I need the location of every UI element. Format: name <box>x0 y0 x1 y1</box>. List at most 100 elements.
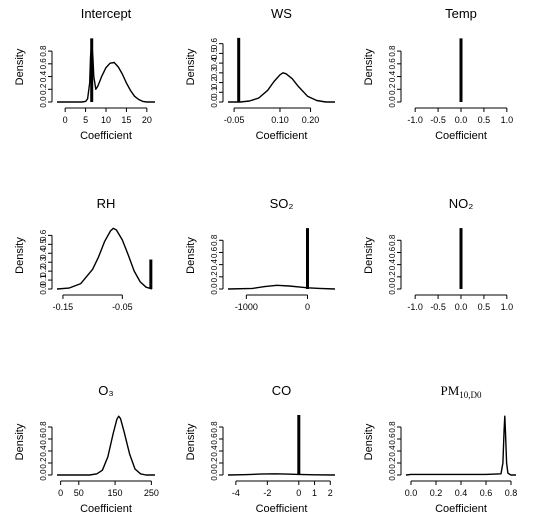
x-axis-label: Coefficient <box>435 130 487 142</box>
x-axis-label: Coefficient <box>80 130 132 142</box>
x-tick-label: 0 <box>63 115 68 125</box>
y-tick-label: 0.0 <box>39 283 48 295</box>
y-tick-label: 0.0 <box>388 283 397 295</box>
x-tick-label: 0.8 <box>505 488 518 498</box>
y-tick-label: 0.4 <box>210 259 219 271</box>
y-tick-label: 0.4 <box>210 57 219 69</box>
x-axis-label: Coefficient <box>80 503 132 515</box>
chart-panel: O₃ 0 50 150 250 0.00.20.40.60.8 Density Coeffic… <box>14 383 159 515</box>
y-axis-label: Density <box>185 237 197 274</box>
y-tick-label: 0.2 <box>388 83 397 95</box>
x-tick-label: 1 <box>312 488 317 498</box>
density-curve <box>227 284 336 290</box>
y-tick-label: 0.6 <box>39 229 48 241</box>
x-tick-label: 150 <box>108 488 123 498</box>
y-tick-label: 0.6 <box>210 38 219 50</box>
chart-panel: CO -4 -2 0 1 2 0.00.20.40.60.8 Density Coefficie… <box>185 383 336 515</box>
x-tick-label: 0 <box>58 488 63 498</box>
chart-panel: RH -0.15 -0.05 0.00.10.20.30.40.50.6 Density <box>14 196 153 312</box>
y-tick-label: 0.6 <box>39 58 48 70</box>
y-tick-label: 0.5 <box>210 47 219 59</box>
panel-title-main: PM <box>440 383 459 398</box>
density-curve <box>228 72 335 103</box>
y-tick-label: 0.8 <box>210 234 219 246</box>
y-tick-label: 0.1 <box>39 274 48 286</box>
x-tick-label: -2 <box>263 488 271 498</box>
chart-panel: Intercept 0 5 10 15 20 0.00.20.40.60.8 Density C… <box>14 6 155 142</box>
y-tick-label: 0.2 <box>210 76 219 88</box>
y-tick-label: 0.8 <box>388 45 397 57</box>
y-tick-label: 0.3 <box>39 256 48 268</box>
density-curve <box>227 473 336 476</box>
y-tick-label: 0.6 <box>388 433 397 445</box>
x-axis-label: Coefficient <box>256 503 308 515</box>
density-curve <box>57 415 155 476</box>
x-tick-label: 0.0 <box>405 488 418 498</box>
y-tick-label: 0.0 <box>210 469 219 481</box>
x-tick-label: 0.10 <box>271 115 289 125</box>
x-tick-label: 1.0 <box>501 302 514 312</box>
density-curve <box>57 40 155 103</box>
density-curve <box>405 415 516 476</box>
x-tick-label: 0.5 <box>478 302 491 312</box>
x-tick-label: -4 <box>232 488 240 498</box>
y-axis-label: Density <box>14 423 26 460</box>
chart-panel: SO₂ -1000 0 0.00.20.40.60.8 Density <box>185 196 336 312</box>
density-curve <box>56 227 153 290</box>
chart-panel: Temp-1.0 -0.5 0.0 0.5 1.00.00.20.40.60.8Dens… <box>363 6 513 142</box>
y-tick-label: 0.4 <box>388 259 397 271</box>
x-tick-label: 20 <box>142 115 152 125</box>
y-tick-label: 0.6 <box>388 58 397 70</box>
x-tick-label: 0.0 <box>455 115 468 125</box>
x-tick-label: 0 <box>305 302 310 312</box>
y-axis-label: Density <box>363 423 375 460</box>
y-tick-label: 0.2 <box>388 457 397 469</box>
y-tick-label: 0.8 <box>388 234 397 246</box>
y-tick-label: 0.1 <box>210 86 219 98</box>
x-tick-label: -0.05 <box>224 115 245 125</box>
y-tick-label: 0.0 <box>210 96 219 108</box>
y-tick-label: 0.4 <box>39 70 48 82</box>
x-tick-label: 0.6 <box>480 488 493 498</box>
y-tick-label: 0.0 <box>210 283 219 295</box>
panel-title: Intercept <box>81 6 132 21</box>
x-tick-label: -0.15 <box>53 302 74 312</box>
x-tick-label: 5 <box>83 115 88 125</box>
y-tick-label: 0.2 <box>39 265 48 277</box>
x-tick-label: 50 <box>74 488 84 498</box>
panel-title: NO₂ <box>449 196 474 211</box>
y-tick-label: 0.8 <box>39 421 48 433</box>
y-tick-label: 0.2 <box>388 271 397 283</box>
chart-panel: NO₂-1.0 -0.5 0.0 0.5 1.00.00.20.40.60.8Densi… <box>363 196 513 312</box>
y-tick-label: 0.6 <box>388 246 397 258</box>
y-tick-label: 0.0 <box>388 469 397 481</box>
y-tick-label: 0.0 <box>39 469 48 481</box>
x-axis-label: Coefficient <box>256 130 308 142</box>
panel-title: Temp <box>445 6 477 21</box>
y-tick-label: 0.4 <box>39 247 48 259</box>
panel-title: RH <box>97 196 116 211</box>
x-tick-label: 1.0 <box>501 115 514 125</box>
x-tick-label: 0.5 <box>478 115 491 125</box>
x-tick-label: -0.5 <box>430 115 446 125</box>
x-tick-label: 10 <box>101 115 111 125</box>
x-tick-label: -1000 <box>235 302 258 312</box>
y-tick-label: 0.8 <box>39 45 48 57</box>
chart-panel: WS -0.05 0.10 0.20 0.00.10.20.30.40.50.6 Dens… <box>185 6 335 142</box>
chart-panel: PM10,D00.0 0.2 0.4 0.6 0.80.00.20.40.60.8Den… <box>363 383 517 515</box>
y-axis-label: Density <box>185 48 197 85</box>
x-tick-label: 15 <box>121 115 131 125</box>
y-tick-label: 0.2 <box>210 271 219 283</box>
x-tick-label: 0.4 <box>455 488 468 498</box>
x-tick-label: 0.20 <box>302 115 320 125</box>
y-axis-label: Density <box>363 48 375 85</box>
x-tick-label: -0.05 <box>112 302 133 312</box>
y-axis-label: Density <box>14 48 26 85</box>
x-tick-label: -1.0 <box>407 302 423 312</box>
panel-title: CO <box>272 383 292 398</box>
y-tick-label: 0.2 <box>39 457 48 469</box>
y-tick-label: 0.4 <box>388 70 397 82</box>
panel-title: WS <box>271 6 292 21</box>
panel-title: SO₂ <box>270 196 294 211</box>
